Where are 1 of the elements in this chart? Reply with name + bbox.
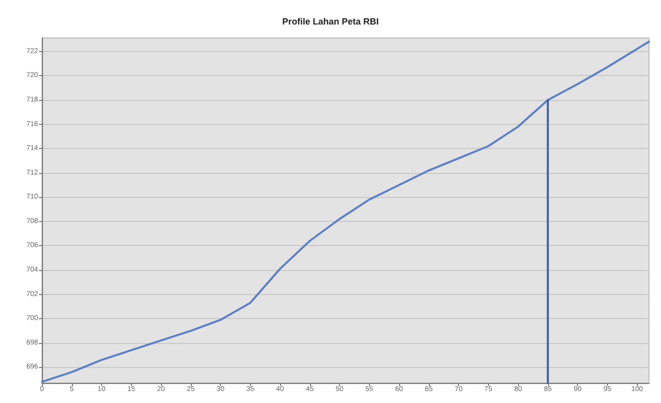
chart-title: Profile Lahan Peta RBI [282,16,379,26]
